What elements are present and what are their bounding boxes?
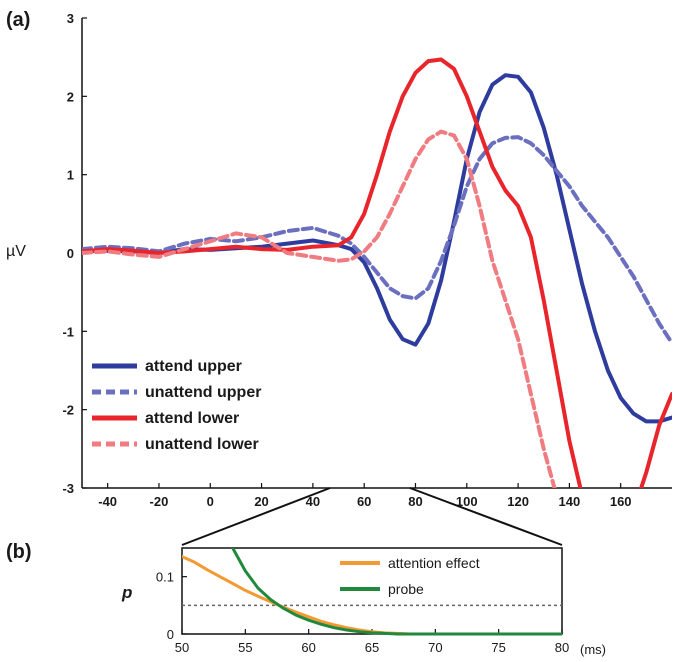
panel-b-xlabel: (ms) xyxy=(580,642,606,657)
x-tick-label: 55 xyxy=(238,640,252,655)
legend-label-probe: probe xyxy=(388,581,424,597)
panel-b-ylabel: p xyxy=(121,583,132,602)
series-line-attention-effect xyxy=(182,555,562,636)
y-tick-label: -3 xyxy=(62,481,74,496)
series-line-probe xyxy=(231,548,562,636)
x-tick-label: 80 xyxy=(555,640,569,655)
y-tick-label: 0 xyxy=(167,627,174,642)
x-tick-label: 75 xyxy=(491,640,505,655)
panel-b-series xyxy=(182,548,562,636)
y-tick-label: 1 xyxy=(67,168,74,183)
x-tick-label: 65 xyxy=(365,640,379,655)
panel-a-series xyxy=(82,57,672,488)
x-tick-label: 100 xyxy=(456,494,478,509)
x-tick-label: 0 xyxy=(207,494,214,509)
y-tick-label: 0 xyxy=(67,246,74,261)
zoom-connector-left xyxy=(181,487,331,546)
panel-b-legend: attention effect probe xyxy=(340,555,480,597)
x-tick-label: -40 xyxy=(98,494,117,509)
panel-a-ylabel: µV xyxy=(6,243,26,260)
y-tick-label: 2 xyxy=(67,89,74,104)
panel-a-axes: -40 -20 0 20 40 60 80 100 120 140 160 3 2 1 0 -1 -2 -3 xyxy=(62,11,672,509)
y-tick-label: 3 xyxy=(67,11,74,26)
x-tick-label: 20 xyxy=(254,494,268,509)
legend-label-unattend-lower: unattend lower xyxy=(145,436,259,453)
legend-label-attend-upper: attend upper xyxy=(145,358,242,375)
x-tick-label: 60 xyxy=(301,640,315,655)
panel-a-label: (a) xyxy=(6,9,30,31)
y-tick-label: -1 xyxy=(62,324,74,339)
legend-label-attend-lower: attend lower xyxy=(145,410,239,427)
x-tick-label: 70 xyxy=(428,640,442,655)
series-line-attend-lower xyxy=(82,57,672,488)
legend-label-attention-effect: attention effect xyxy=(388,555,480,571)
series-line-unattend-lower xyxy=(82,129,557,488)
zoom-connector-right xyxy=(409,487,563,546)
legend-label-unattend-upper: unattend upper xyxy=(145,384,261,401)
x-tick-label: 60 xyxy=(357,494,371,509)
y-tick-label: -2 xyxy=(62,403,74,418)
panel-a-legend: attend upper unattend upper attend lower un… xyxy=(92,358,261,453)
x-tick-label: 80 xyxy=(408,494,422,509)
x-tick-label: -20 xyxy=(150,494,169,509)
x-tick-label: 120 xyxy=(507,494,529,509)
y-tick-label: 0.1 xyxy=(156,570,174,585)
x-tick-label: 160 xyxy=(610,494,632,509)
x-tick-label: 40 xyxy=(306,494,320,509)
series-line-unattend-upper xyxy=(82,135,672,346)
x-tick-label: 140 xyxy=(559,494,581,509)
x-tick-label: 50 xyxy=(175,640,189,655)
panel-b-label: (b) xyxy=(6,541,32,563)
